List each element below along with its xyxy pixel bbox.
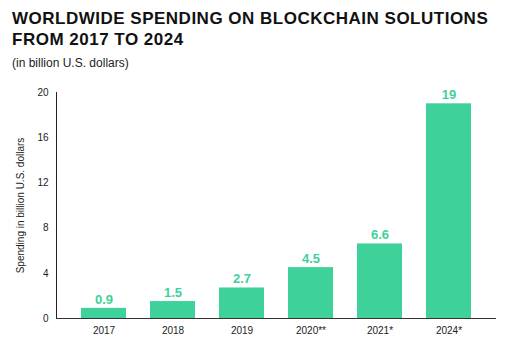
svg-text:2018: 2018 <box>162 325 185 336</box>
svg-text:4.5: 4.5 <box>302 251 320 266</box>
svg-text:20: 20 <box>37 87 49 98</box>
svg-text:0: 0 <box>43 313 49 324</box>
svg-text:1.5: 1.5 <box>164 285 182 300</box>
svg-text:2021*: 2021* <box>367 325 393 336</box>
html-text:(in billion U.S. dollars): (in billion U.S. dollars) <box>12 56 129 70</box>
svg-text:12: 12 <box>37 177 49 188</box>
html-text:WORLDWIDE SPENDING ON BLOCKCHA: WORLDWIDE SPENDING ON BLOCKCHAIN SOLUTIO… <box>12 9 489 49</box>
svg-text:2024*: 2024* <box>436 325 462 336</box>
svg-text:0.9: 0.9 <box>95 291 113 306</box>
svg-text:4: 4 <box>43 268 49 279</box>
svg-text:2019: 2019 <box>231 325 254 336</box>
svg-text:2017: 2017 <box>93 325 116 336</box>
svg-text:2.7: 2.7 <box>233 271 251 286</box>
svg-text:2020**: 2020** <box>296 325 326 336</box>
svg-text:16: 16 <box>37 132 49 143</box>
svg-text:6.6: 6.6 <box>371 227 389 242</box>
svg-text:8: 8 <box>43 222 49 233</box>
svg-text:Spending in billion U.S. dolla: Spending in billion U.S. dollars <box>15 138 26 274</box>
svg-text:19: 19 <box>442 87 456 102</box>
